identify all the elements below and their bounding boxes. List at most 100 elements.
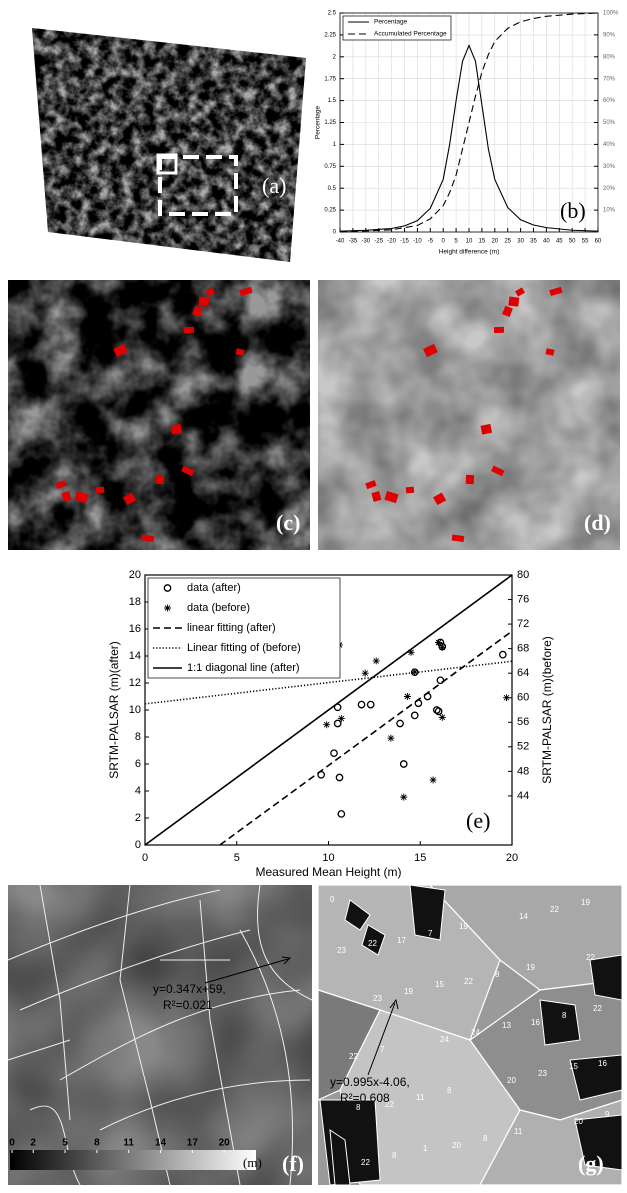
map-label: 19 — [581, 898, 590, 907]
y-tick-label: 12 — [129, 677, 141, 689]
x-tick-label: 55 — [582, 239, 589, 245]
x-tick-label: -30 — [361, 239, 370, 245]
data-point — [435, 639, 443, 646]
map-label: 8 — [483, 1134, 488, 1143]
data-point — [407, 648, 415, 656]
x-tick-label: -20 — [387, 239, 396, 245]
map-label: 19 — [459, 922, 468, 931]
y2-tick-label: 60 — [517, 692, 529, 704]
y2-tick-label: 68 — [517, 643, 529, 655]
sample-sites — [365, 286, 563, 543]
y-tick-label: 2 — [135, 812, 141, 824]
sample-site — [405, 486, 415, 494]
x-tick-label: 35 — [530, 239, 537, 245]
x-tick-label: 60 — [595, 239, 602, 245]
map-label: 23 — [373, 994, 382, 1003]
data-point — [330, 749, 338, 758]
data-point — [337, 810, 346, 818]
panel-label: (f) — [282, 1151, 304, 1176]
x-tick-label: -10 — [413, 239, 422, 245]
map-label: 14 — [519, 912, 528, 921]
y-tick-label: 2.25 — [324, 32, 336, 38]
x-tick-label: 50 — [569, 239, 576, 245]
y-tick-label: 1.25 — [324, 120, 336, 126]
map-label: 11 — [416, 1093, 425, 1102]
map-label: 11 — [514, 1127, 523, 1136]
data-point — [323, 721, 331, 729]
image-d — [318, 280, 620, 550]
y2-tick-label: 56 — [517, 716, 529, 728]
y2-tick-label: 72 — [517, 618, 529, 630]
series-line — [339, 12, 599, 233]
series-line — [144, 660, 513, 705]
chart: -40 -35 -30 -25 -20 -15 -10 -5 0 5 10 15 20 25 30 35 40 4… — [315, 11, 619, 256]
y2-tick-label: 80% — [603, 54, 616, 60]
sample-site — [451, 534, 465, 543]
y-tick-label: 10 — [129, 704, 141, 716]
map-label: 22 — [349, 1052, 358, 1061]
colorbar-tick-label: 17 — [187, 1138, 199, 1149]
annotation-arrow — [367, 998, 399, 1076]
map-label: 20 — [574, 1117, 583, 1126]
image-a — [32, 28, 306, 262]
map-label: 24 — [471, 1028, 480, 1037]
map-label: 22 — [586, 953, 595, 962]
y2-tick-label: 20% — [603, 186, 616, 192]
legend-marker — [163, 584, 172, 592]
map-label: 22 — [368, 939, 377, 948]
colorbar — [10, 1150, 256, 1170]
image-f — [8, 885, 312, 1185]
data-point — [337, 715, 345, 723]
map-label: 23 — [337, 946, 346, 955]
map-label: 15 — [435, 980, 444, 989]
y2-tick-label: 48 — [517, 765, 529, 777]
data-point — [387, 734, 395, 742]
data-point — [396, 719, 404, 728]
sample-site — [384, 490, 399, 504]
y-tick-label: 6 — [135, 758, 141, 770]
colorbar-tick-label: 11 — [123, 1138, 134, 1149]
roi-box-small — [156, 153, 178, 175]
y2-tick-label: 100% — [603, 11, 619, 17]
data-point — [366, 700, 375, 709]
series-line — [339, 43, 599, 232]
data-point — [333, 719, 342, 728]
legend-label: Accumulated Percentage — [374, 31, 447, 38]
x-tick-label: 25 — [504, 239, 511, 245]
map-label: 22 — [593, 1004, 602, 1013]
annotation: R²=0.608 — [340, 1091, 390, 1105]
sample-site — [465, 474, 475, 485]
sample-site — [192, 305, 203, 318]
y-tick-label: 0 — [135, 839, 141, 851]
x-tick-label: 10 — [322, 852, 334, 864]
map-label: 8 — [356, 1103, 361, 1112]
y-tick-label: 8 — [135, 731, 141, 743]
image-c — [8, 280, 310, 550]
data-point — [438, 713, 446, 721]
y-tick-label: 20 — [129, 569, 141, 581]
map-label: 22 — [464, 977, 473, 986]
legend-label: Linear fitting of (before) — [187, 642, 301, 654]
sample-sites — [55, 286, 253, 543]
legend-label: data (after) — [187, 582, 241, 594]
map-label: 23 — [538, 1069, 547, 1078]
sample-site — [123, 492, 137, 506]
sample-site — [491, 465, 505, 477]
data-point — [502, 694, 510, 702]
data-point — [335, 773, 344, 782]
data-point — [432, 706, 441, 714]
sample-site — [198, 296, 210, 307]
y2-tick-label: 50% — [603, 120, 616, 126]
map-label: 8 — [562, 1011, 567, 1020]
y2-axis-label: SRTM-PALSAR (m)(before) — [540, 636, 554, 784]
plot-frame — [144, 574, 513, 846]
chart: 0 5 10 15 2002468101214161820444852566064687… — [107, 569, 554, 1105]
x-tick-label: 10 — [466, 239, 473, 245]
annotation: R²=0.021 — [163, 998, 213, 1012]
y2-tick-label: 10% — [603, 208, 616, 214]
colorbar-tick-label: 5 — [62, 1138, 68, 1149]
sample-site — [508, 296, 520, 307]
data-point — [403, 693, 411, 700]
x-tick-label: 15 — [414, 852, 426, 864]
sample-site — [235, 348, 245, 356]
